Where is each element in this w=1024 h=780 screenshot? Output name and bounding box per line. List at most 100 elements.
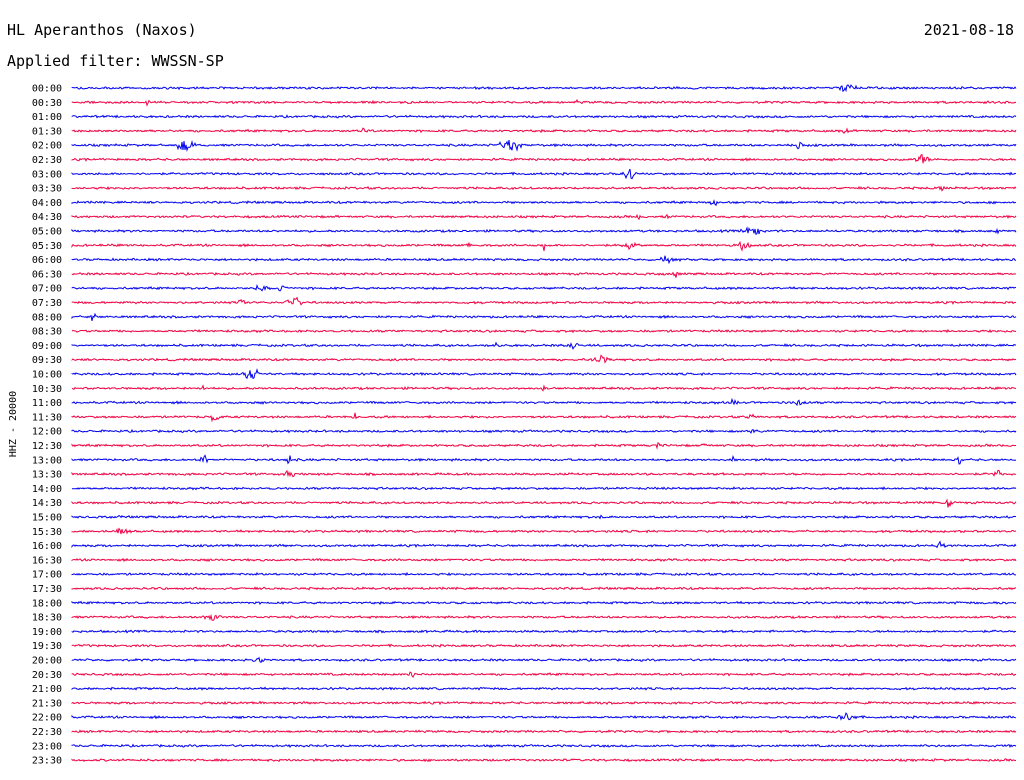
filter-subtitle: Applied filter: WWSSN-SP (7, 52, 224, 70)
time-label: 00:30 (32, 98, 62, 109)
trace-line (71, 643, 1017, 648)
time-label: 05:00 (32, 227, 62, 238)
trace-line (71, 700, 1016, 706)
time-label: 06:30 (32, 269, 62, 280)
time-label: 21:00 (32, 684, 62, 695)
trace-line (71, 514, 1017, 520)
trace-line (71, 757, 1017, 763)
time-label: 22:00 (32, 713, 62, 724)
trace-line (71, 127, 1017, 135)
time-label: 05:30 (32, 241, 62, 252)
trace-line (71, 312, 1017, 322)
trace-line (71, 271, 1017, 278)
trace-line (71, 168, 1017, 180)
trace-line (71, 469, 1017, 478)
time-label: 02:30 (32, 155, 62, 166)
trace-line (71, 671, 1017, 679)
trace-line (71, 571, 1017, 577)
trace-line (71, 255, 1016, 265)
time-label: 00:00 (32, 84, 62, 95)
time-label: 09:30 (32, 355, 62, 366)
trace-line (71, 199, 1017, 207)
trace-line (71, 354, 1017, 364)
time-label: 11:00 (32, 398, 62, 409)
trace-line (71, 412, 1017, 423)
time-label: 01:30 (32, 126, 62, 137)
trace-line (71, 686, 1017, 691)
time-label: 09:00 (32, 341, 62, 352)
time-label: 20:00 (32, 656, 62, 667)
trace-line (71, 743, 1017, 748)
time-label: 22:30 (32, 727, 62, 738)
trace-line (71, 712, 1017, 721)
time-label: 16:30 (32, 555, 62, 566)
time-label: 15:00 (32, 513, 62, 524)
time-label: 08:30 (32, 327, 62, 338)
trace-line (71, 154, 1017, 164)
time-label: 01:00 (32, 112, 62, 123)
time-label: 10:30 (32, 384, 62, 395)
time-label: 13:00 (32, 455, 62, 466)
trace-line (71, 397, 1017, 407)
trace-line (71, 213, 1017, 221)
trace-line (71, 629, 1017, 634)
time-label: 21:30 (32, 698, 62, 709)
trace-line (71, 600, 1017, 606)
trace-line (71, 527, 1017, 535)
trace-line (71, 586, 1017, 591)
trace-line (71, 140, 1017, 152)
trace-line (71, 498, 1017, 508)
time-label: 23:30 (32, 756, 62, 767)
trace-line (71, 98, 1017, 107)
trace-line (71, 84, 1017, 93)
time-label: 03:30 (32, 184, 62, 195)
time-label: 17:30 (32, 584, 62, 595)
trace-line (71, 656, 1017, 664)
trace-line (71, 114, 1017, 119)
time-label: 14:30 (32, 498, 62, 509)
station-title: HL Aperanthos (Naxos) (7, 21, 197, 39)
time-label: 18:30 (32, 613, 62, 624)
time-label: 11:30 (32, 412, 62, 423)
time-label: 19:00 (32, 627, 62, 638)
trace-line (71, 613, 1017, 621)
date-label: 2021-08-18 (923, 21, 1014, 39)
trace-line (71, 557, 1017, 563)
trace-line (71, 486, 1017, 491)
time-label: 12:00 (32, 427, 62, 438)
time-label: 04:00 (32, 198, 62, 209)
trace-line (71, 226, 1017, 236)
time-label: 04:30 (32, 212, 62, 223)
trace-line (71, 185, 1017, 192)
trace-line (71, 328, 1017, 334)
trace-line (71, 384, 1017, 392)
trace-line (71, 428, 1017, 434)
time-label: 13:30 (32, 470, 62, 481)
time-label: 08:00 (32, 312, 62, 323)
trace-line (71, 441, 1016, 450)
trace-line (71, 540, 1017, 549)
time-label: 20:30 (32, 670, 62, 681)
trace-line (71, 454, 1017, 465)
time-label: 07:30 (32, 298, 62, 309)
time-label: 18:00 (32, 598, 62, 609)
time-label: 07:00 (32, 284, 62, 295)
trace-line (71, 284, 1017, 292)
time-label: 12:30 (32, 441, 62, 452)
time-label: 16:00 (32, 541, 62, 552)
time-label: 02:00 (32, 141, 62, 152)
time-label: 23:00 (32, 741, 62, 752)
time-label: 03:00 (32, 169, 62, 180)
time-label: 19:30 (32, 641, 62, 652)
trace-line (71, 296, 1017, 306)
trace-line (71, 729, 1017, 734)
time-label: 17:00 (32, 570, 62, 581)
trace-line (71, 368, 1017, 380)
time-label: 06:00 (32, 255, 62, 266)
trace-line (71, 341, 1016, 350)
trace-line (71, 240, 1017, 252)
time-label: 10:00 (32, 370, 62, 381)
time-label: 14:00 (32, 484, 62, 495)
